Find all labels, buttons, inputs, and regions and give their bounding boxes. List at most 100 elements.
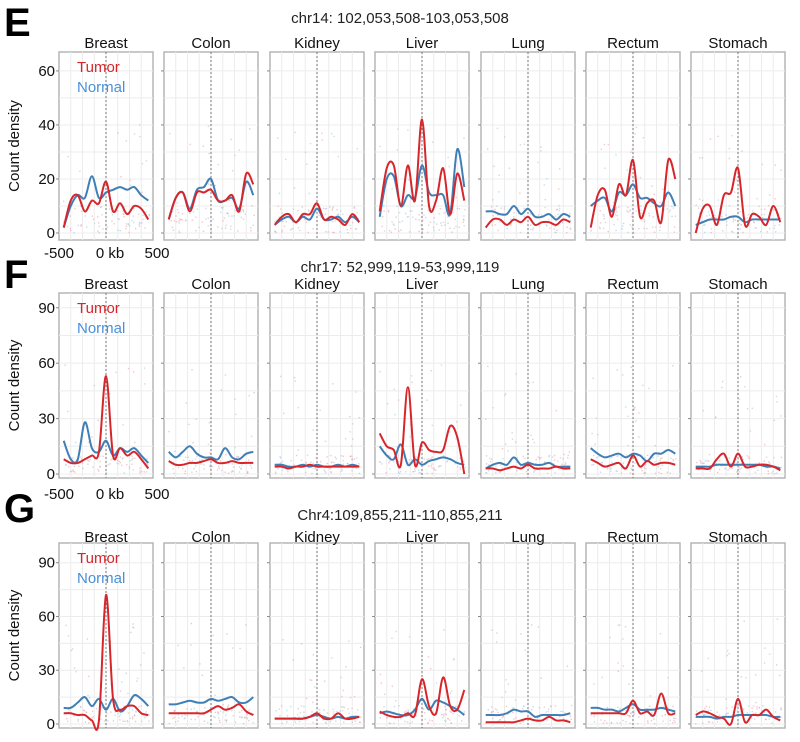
data-point	[241, 709, 243, 712]
data-point	[614, 209, 616, 211]
data-point	[446, 460, 448, 463]
data-point	[305, 462, 307, 464]
data-point	[300, 705, 303, 707]
data-point	[84, 721, 86, 723]
data-point	[66, 717, 68, 720]
data-point	[217, 465, 220, 468]
data-point	[601, 461, 604, 464]
facet-label: Colon	[191, 35, 230, 52]
data-point	[324, 471, 327, 474]
data-point	[346, 228, 348, 231]
data-point	[443, 629, 445, 631]
data-point	[594, 713, 596, 716]
data-point	[512, 711, 514, 714]
data-point	[756, 708, 758, 710]
row-title: chr17: 52,999,119-53,999,119	[301, 259, 500, 276]
data-point	[661, 715, 663, 717]
data-point	[282, 220, 284, 223]
data-point	[696, 461, 698, 464]
normal-line	[695, 215, 781, 226]
data-point	[353, 206, 356, 208]
data-point	[225, 721, 227, 723]
data-point	[125, 227, 127, 230]
data-point	[757, 469, 759, 471]
facet-label: Liver	[406, 529, 439, 546]
data-point	[430, 667, 432, 670]
data-point	[553, 459, 556, 461]
data-point	[121, 681, 123, 683]
data-point	[218, 719, 221, 722]
data-point	[440, 713, 443, 716]
data-point	[763, 213, 765, 216]
facet-label: Breast	[84, 35, 128, 52]
data-point	[405, 710, 407, 712]
data-point	[320, 216, 322, 218]
data-point	[300, 642, 303, 645]
data-point	[321, 132, 323, 134]
data-point	[774, 472, 776, 475]
data-point	[91, 710, 94, 713]
data-point	[632, 231, 635, 234]
data-point	[538, 458, 541, 460]
normal-line	[62, 421, 150, 464]
data-point	[663, 706, 665, 708]
data-point	[617, 455, 619, 457]
data-point	[559, 457, 562, 459]
data-point	[178, 231, 181, 234]
data-point	[762, 705, 764, 707]
data-point	[702, 409, 704, 412]
data-point	[71, 648, 74, 650]
data-point	[312, 654, 315, 656]
data-point	[707, 721, 710, 723]
data-point	[293, 376, 296, 379]
data-point	[80, 458, 83, 460]
data-point	[404, 712, 406, 714]
data-point	[555, 219, 557, 222]
data-point	[464, 208, 466, 211]
data-point	[725, 712, 728, 715]
data-point	[386, 402, 389, 405]
data-point	[427, 722, 429, 725]
data-point	[619, 722, 621, 724]
data-point	[85, 711, 87, 713]
data-point	[189, 212, 191, 215]
data-point	[463, 711, 466, 713]
x-tick-label: 500	[144, 740, 169, 742]
data-point	[418, 219, 420, 221]
data-point	[652, 216, 655, 218]
data-point	[132, 469, 134, 471]
data-point	[715, 462, 717, 465]
data-point	[218, 717, 220, 719]
data-point	[523, 705, 525, 707]
data-point	[737, 705, 740, 707]
data-point	[456, 421, 458, 423]
data-point	[570, 704, 573, 707]
data-point	[232, 169, 234, 172]
data-point	[357, 709, 359, 711]
data-point	[635, 126, 638, 129]
data-point	[332, 206, 334, 208]
data-point	[444, 224, 446, 226]
data-point	[514, 717, 517, 719]
data-point	[146, 458, 148, 460]
data-point	[555, 231, 557, 234]
data-point	[708, 214, 711, 216]
data-point	[66, 225, 69, 228]
data-point	[602, 213, 605, 216]
data-point	[394, 717, 396, 720]
data-point	[749, 430, 752, 432]
data-point	[117, 218, 119, 220]
data-point	[773, 227, 775, 230]
data-point	[221, 469, 223, 472]
data-point	[543, 706, 546, 708]
data-point	[274, 471, 277, 473]
data-point	[427, 209, 430, 211]
data-point	[232, 715, 234, 717]
data-point	[633, 712, 635, 714]
data-point	[179, 455, 181, 458]
data-point	[672, 722, 674, 724]
data-point	[719, 718, 721, 721]
data-point	[388, 229, 391, 232]
data-point	[209, 452, 211, 454]
